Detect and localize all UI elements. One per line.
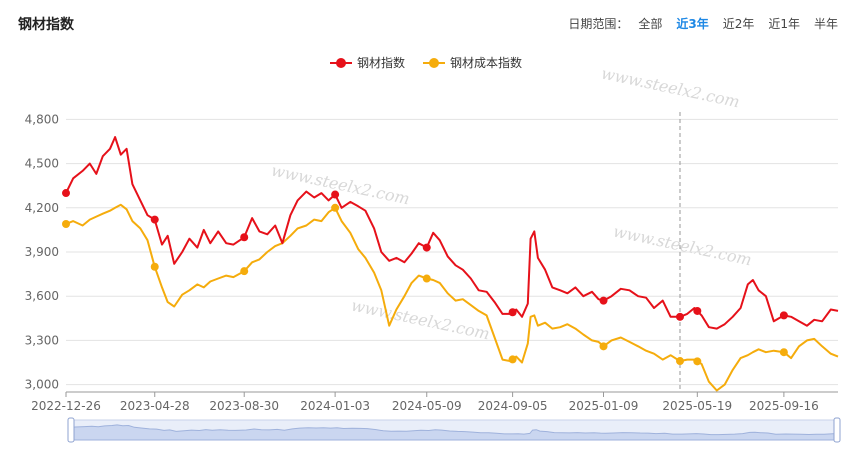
y-tick-label: 3,300 bbox=[25, 333, 59, 347]
y-tick-label: 4,200 bbox=[25, 201, 59, 215]
data-point-steel bbox=[62, 189, 70, 198]
legend-item-steel[interactable]: 钢材指数 bbox=[329, 54, 405, 71]
data-point-cost bbox=[240, 267, 249, 276]
x-tick-label: 2024-01-03 bbox=[300, 399, 370, 413]
y-tick-label: 3,900 bbox=[25, 245, 59, 259]
x-tick-label: 2024-09-05 bbox=[478, 399, 548, 413]
range-option-3y[interactable]: 近3年 bbox=[676, 17, 709, 31]
chart-legend: 钢材指数 钢材成本指数 bbox=[0, 54, 852, 71]
series-line-steel bbox=[65, 136, 839, 330]
data-point-cost bbox=[422, 274, 431, 283]
date-range-selector: 日期范围： 全部 近3年 近2年 近1年 半年 bbox=[568, 15, 838, 32]
legend-label-cost: 钢材成本指数 bbox=[450, 56, 523, 70]
date-range-label: 日期范围： bbox=[568, 17, 629, 31]
y-tick-label: 3,000 bbox=[25, 378, 59, 392]
zoom-handle-left bbox=[67, 417, 75, 443]
x-tick-label: 2025-05-19 bbox=[662, 399, 732, 413]
range-option-2y[interactable]: 近2年 bbox=[722, 17, 755, 31]
data-point-steel bbox=[599, 296, 608, 305]
data-point-cost bbox=[675, 357, 684, 366]
zoom-handle-right bbox=[833, 417, 841, 443]
data-point-cost bbox=[599, 342, 608, 351]
zoom-slider-preview bbox=[67, 424, 841, 441]
data-point-steel bbox=[779, 311, 788, 320]
x-tick-label: 2025-09-16 bbox=[749, 399, 819, 413]
legend-item-cost[interactable]: 钢材成本指数 bbox=[423, 54, 522, 71]
range-option-all[interactable]: 全部 bbox=[638, 17, 663, 31]
data-point-cost bbox=[150, 262, 159, 271]
data-point-cost bbox=[508, 355, 517, 364]
legend-swatch-cost bbox=[423, 57, 445, 69]
data-point-steel bbox=[331, 190, 340, 199]
page-title: 钢材指数 bbox=[18, 17, 74, 33]
x-tick-label: 2025-01-09 bbox=[569, 399, 639, 413]
data-point-steel bbox=[150, 215, 159, 224]
legend-label-steel: 钢材指数 bbox=[356, 56, 405, 70]
x-tick-label: 2022-12-26 bbox=[31, 399, 101, 413]
x-tick-label: 2023-08-30 bbox=[209, 399, 279, 413]
range-option-half-year[interactable]: 半年 bbox=[813, 17, 838, 31]
data-point-cost bbox=[779, 348, 788, 357]
x-tick-label: 2024-05-09 bbox=[392, 399, 462, 413]
data-point-steel bbox=[422, 243, 431, 252]
data-point-cost bbox=[693, 357, 702, 366]
range-option-1y[interactable]: 近1年 bbox=[768, 17, 800, 31]
y-tick-label: 4,800 bbox=[25, 112, 59, 126]
data-point-steel bbox=[693, 306, 702, 315]
data-point-steel bbox=[675, 312, 684, 321]
data-point-steel bbox=[508, 308, 517, 317]
y-tick-label: 4,500 bbox=[25, 157, 59, 171]
y-tick-label: 3,600 bbox=[25, 289, 59, 303]
data-point-steel bbox=[240, 233, 249, 242]
series-line-cost bbox=[65, 203, 839, 392]
legend-swatch-steel bbox=[329, 57, 352, 69]
x-tick-label: 2023-04-28 bbox=[120, 399, 190, 413]
data-point-cost bbox=[62, 220, 70, 228]
data-point-cost bbox=[331, 203, 340, 212]
